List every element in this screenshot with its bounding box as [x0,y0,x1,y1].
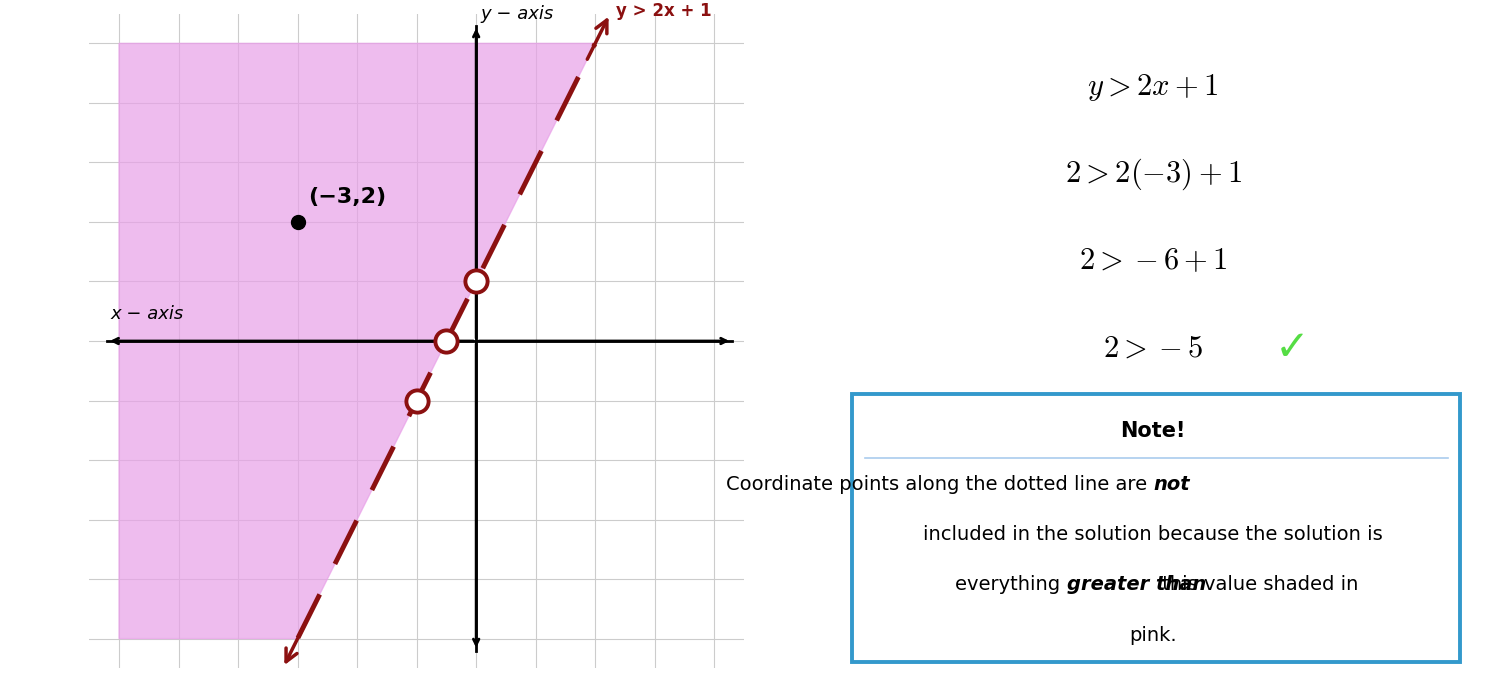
Text: Note!: Note! [1120,421,1186,441]
Text: everything: everything [955,576,1067,595]
Text: included in the solution because the solution is: included in the solution because the sol… [924,525,1382,544]
Text: (−3,2): (−3,2) [308,187,387,207]
Text: not: not [1153,475,1190,494]
Text: $2 > -5$: $2 > -5$ [1103,333,1204,362]
Text: y > 2x + 1: y > 2x + 1 [616,2,711,20]
Text: greater than: greater than [1067,576,1207,595]
Text: y − axis: y − axis [481,5,554,23]
Text: x − axis: x − axis [110,305,183,323]
FancyBboxPatch shape [853,394,1460,662]
Text: Coordinate points along the dotted line are: Coordinate points along the dotted line … [726,475,1153,494]
Text: this value shaded in: this value shaded in [1156,576,1359,595]
Text: everything  greater than  this value shaded in: everything greater than this value shade… [929,576,1378,595]
Text: $2 > 2(-3) + 1$: $2 > 2(-3) + 1$ [1064,156,1242,192]
Polygon shape [119,44,595,638]
Text: $y > 2x + 1$: $y > 2x + 1$ [1088,72,1219,102]
Text: $2 > -6 + 1$: $2 > -6 + 1$ [1079,246,1228,276]
Text: ✓: ✓ [1275,327,1309,369]
Text: pink.: pink. [1129,625,1177,644]
